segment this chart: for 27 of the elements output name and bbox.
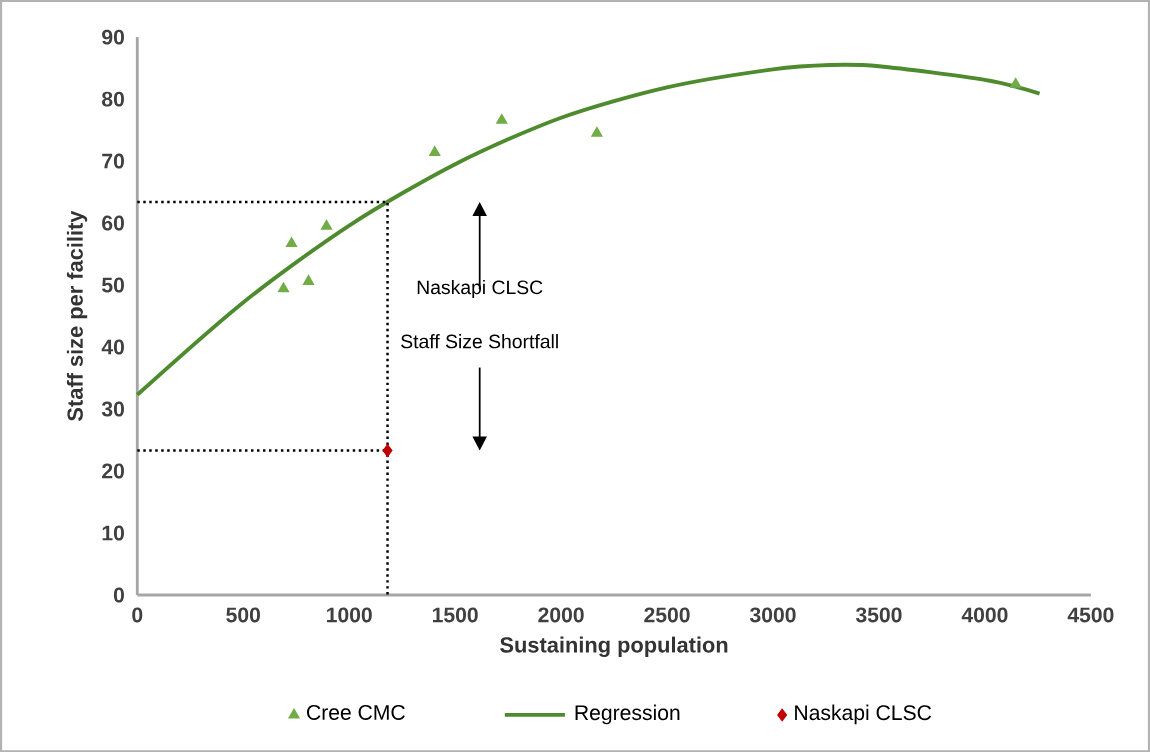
- x-axis-title: Sustaining population: [500, 636, 728, 657]
- y-tick-label: 40: [101, 339, 124, 355]
- x-tick-label: 2000: [538, 607, 584, 623]
- x-tick-label: 1500: [432, 607, 478, 623]
- y-tick-label: 90: [102, 29, 124, 45]
- x-tick-label: 1000: [327, 607, 372, 623]
- x-tick-label: 3500: [855, 607, 902, 623]
- y-tick-label: 60: [102, 215, 124, 231]
- x-tick-label: 500: [226, 607, 260, 623]
- legend-label: Regression: [575, 704, 680, 725]
- x-tick-label: 4500: [1067, 607, 1114, 623]
- y-tick-label: 10: [102, 525, 124, 541]
- annotation: Staff Size Shortfall: [401, 333, 558, 349]
- y-tick-label: 0: [113, 587, 124, 603]
- y-tick-label: 30: [101, 401, 124, 417]
- x-tick-label: 3000: [749, 607, 796, 623]
- y-tick-label: 50: [102, 277, 124, 293]
- x-tick-label: 4000: [961, 607, 1008, 623]
- legend-label: Naskapi CLSC: [795, 704, 932, 725]
- legend-label: Cree CMC: [306, 704, 405, 720]
- y-tick-label: 70: [102, 153, 124, 169]
- y-tick-label: 20: [102, 463, 124, 479]
- annotation: Naskapi CLSC: [417, 279, 543, 298]
- x-tick-label: 2500: [644, 607, 690, 623]
- x-tick-label: 0: [132, 607, 143, 623]
- y-axis-title: Staff size per facility: [66, 210, 88, 421]
- y-tick-label: 80: [102, 91, 124, 107]
